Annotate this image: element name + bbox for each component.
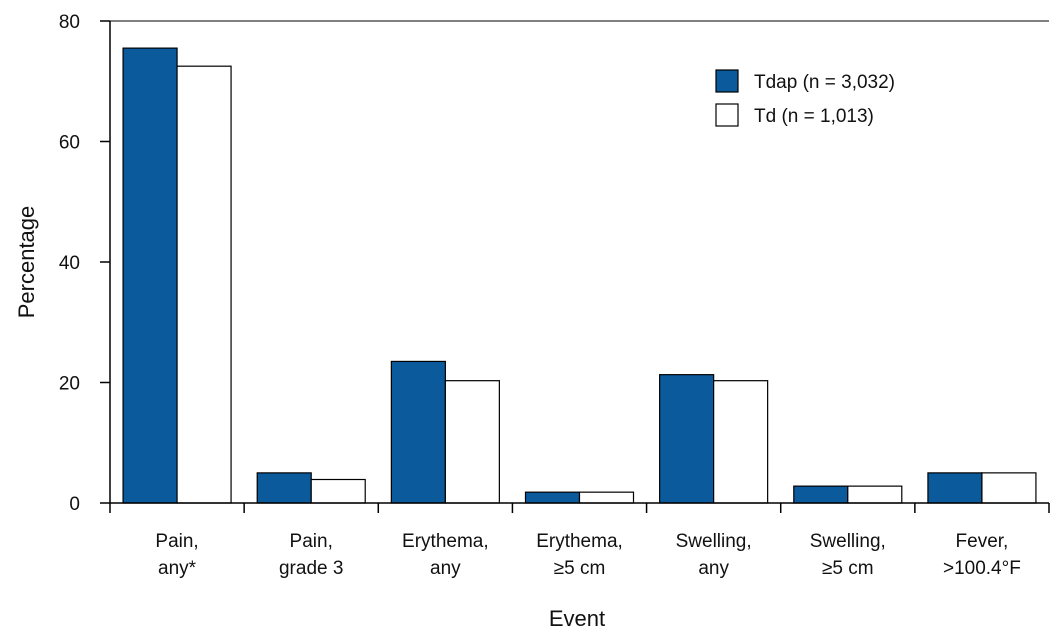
y-tick-label: 60 [59,133,80,154]
y-tick-label: 20 [59,374,80,395]
x-axis-title: Event [549,606,605,631]
x-tick-label: Erythema, ≥5 cm [536,531,623,579]
bar-td [578,491,635,504]
bar-tdap [659,374,715,504]
bar-tdap [122,47,178,504]
x-tick-label: Pain, grade 3 [279,531,343,579]
bar-tdap [256,472,312,504]
y-tick-label: 0 [69,494,80,515]
y-ticks-group: 0 20 40 60 80 [59,12,110,515]
legend: Tdap (n = 3,032) Td (n = 1,013) [715,69,895,127]
bar-td [176,65,232,504]
x-tick-label: Swelling, ≥5 cm [810,531,886,579]
x-ticks-group: Pain, any* Pain, grade 3 Erythema, any Erythem… [109,503,1050,579]
bar-tdap [927,472,983,504]
legend-swatch [715,103,739,127]
bar-tdap [390,360,446,504]
y-axis-title: Percentage [14,206,39,319]
bar-td [847,485,903,504]
bars-group [122,47,1037,504]
bar-tdap [793,485,849,504]
bar-td [981,472,1037,504]
legend-swatch [715,69,739,93]
legend-label: Tdap (n = 3,032) [754,72,895,93]
axes-group [109,20,1049,504]
bar-td [713,380,769,504]
x-tick-label: Swelling, any [676,531,752,579]
bar-td [310,478,366,504]
x-tick-label: Erythema, any [402,531,489,579]
x-tick-label: Fever, >100.4°F [943,531,1021,579]
y-tick-label: 40 [59,253,80,274]
bar-tdap [524,491,581,504]
y-tick-label: 80 [59,12,80,33]
bar-td [444,380,500,504]
x-tick-label: Pain, any* [155,531,198,579]
legend-label: Td (n = 1,013) [754,106,874,127]
